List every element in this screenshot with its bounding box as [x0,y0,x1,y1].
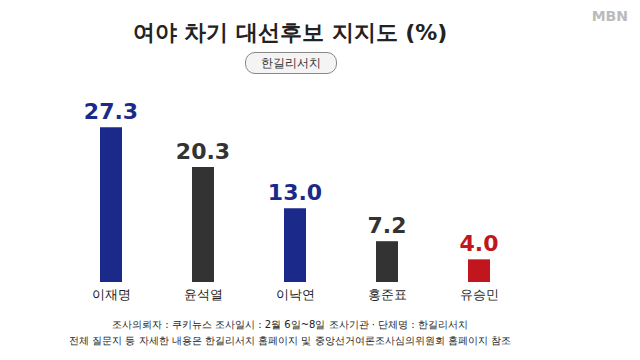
svg-text:13.0: 13.0 [268,180,322,205]
svg-text:7.2: 7.2 [368,213,407,238]
svg-text:홍준표: 홍준표 [368,287,407,302]
html-text:전체 질문지 등 자세한 내용은 한길리서치 홈페이지 및: 전체 질문지 등 자세한 내용은 한길리서치 홈페이지 및 중앙선거여론조사심의… [69,335,511,346]
html-text:여야 차기 대선후보 지지도 (%): 여야 차기 대선후보 지지도 (%) [132,20,448,45]
html-text:한길리서치: 한길리서치 [261,56,321,70]
svg-text:4.0: 4.0 [460,231,499,256]
svg-text:이재명: 이재명 [92,287,131,302]
svg-text:이낙연: 이낙연 [276,287,315,302]
svg-text:윤석열: 윤석열 [184,287,223,302]
svg-text:20.3: 20.3 [176,139,230,164]
html-text:MBN: MBN [591,8,628,24]
svg-text:27.3: 27.3 [84,99,138,124]
html-text:조사의뢰자 : 쿠키뉴스 조사일시 : 2월 6일~8일 조: 조사의뢰자 : 쿠키뉴스 조사일시 : 2월 6일~8일 조사기관 · 단체명 … [112,319,468,330]
svg-text:유승민: 유승민 [460,287,499,302]
